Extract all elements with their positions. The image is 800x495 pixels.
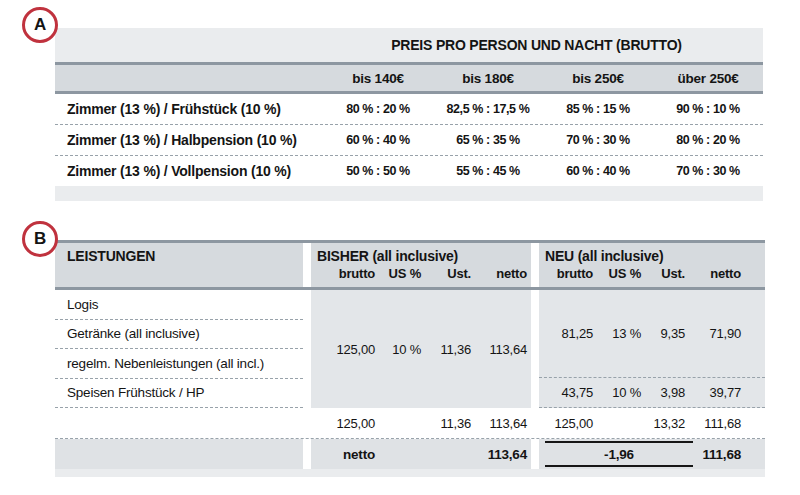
neu-speisen-us: 10 % <box>597 385 645 400</box>
column-gap <box>303 408 311 438</box>
cell-value: 65 % : 35 % <box>433 133 543 147</box>
column-gap <box>303 439 311 469</box>
sum-neu-ust: 13,32 <box>645 416 689 431</box>
col-header-leistungen: LEISTUNGEN <box>55 243 303 287</box>
cell-value: 90 % : 10 % <box>653 102 763 116</box>
bisher-ust: 11,36 <box>425 342 475 357</box>
cell-value: 60 % : 40 % <box>323 133 433 147</box>
cell-value: 82,5 % : 17,5 % <box>433 102 543 116</box>
cell-value: 80 % : 20 % <box>653 133 763 147</box>
final-empty <box>379 447 425 462</box>
bisher-netto: 113,64 <box>475 342 531 357</box>
sum-neu: 125,00 13,32 111,68 <box>539 408 765 438</box>
neu-speisen-netto: 39,77 <box>689 385 745 400</box>
sum-neu-us <box>597 416 645 431</box>
subcol-brutto: brutto <box>311 266 379 281</box>
service-row-speisen: Speisen Frühstück / HP <box>55 379 303 409</box>
column-gap <box>531 290 539 408</box>
sum-neu-netto: 111,68 <box>689 416 745 431</box>
cell-value: 60 % : 40 % <box>543 164 653 178</box>
neu-us: 13 % <box>597 326 645 341</box>
table-a-col-header-1: bis 140€ <box>323 71 433 86</box>
subcol-ust: Ust. <box>425 266 475 281</box>
row-label: Zimmer (13 %) / Halbpension (10 %) <box>55 132 323 148</box>
col-group-bisher: BISHER (all inclusive) brutto US % Ust. … <box>311 243 531 287</box>
label-badge-a: A <box>22 7 58 43</box>
service-row-logis: Logis <box>55 290 303 320</box>
subcol-us: US % <box>379 266 425 281</box>
service-labels: Logis Getränke (all inclusive) regelm. N… <box>55 290 303 408</box>
table-a-body: Zimmer (13 %) / Frühstück (10 %) 80 % : … <box>55 94 763 186</box>
table-a: PREIS PRO PERSON UND NACHT (BRUTTO) bis … <box>55 28 763 201</box>
final-neu: -1,96 111,68 <box>539 439 765 469</box>
neu-cells: 81,25 13 % 9,35 71,90 43,75 10 % 3,98 39… <box>539 290 765 408</box>
cell-value: 70 % : 30 % <box>653 164 763 178</box>
final-bisher: netto 113,64 <box>311 439 531 469</box>
bisher-merged-cell: 125,00 10 % 11,36 113,64 <box>311 290 531 408</box>
sum-bisher-netto: 113,64 <box>475 416 531 431</box>
service-row-nebenleistungen: regelm. Nebenleistungen (all incl.) <box>55 349 303 379</box>
cell-value: 55 % : 45 % <box>433 164 543 178</box>
neu-speisen-ust: 3,98 <box>645 385 689 400</box>
final-label-cell <box>55 439 303 469</box>
final-bisher-netto: 113,64 <box>475 447 531 462</box>
table-a-col-header-4: über 250€ <box>653 71 763 86</box>
neu-merged-cell: 81,25 13 % 9,35 71,90 <box>539 290 765 378</box>
subcol-us: US % <box>597 266 645 281</box>
subcol-brutto: brutto <box>539 266 597 281</box>
sum-row: 125,00 11,36 113,64 125,00 13,32 111,68 <box>55 408 765 439</box>
sum-row-label-cell <box>55 408 303 438</box>
bisher-us: 10 % <box>379 342 425 357</box>
table-b-header-row: LEISTUNGEN BISHER (all inclusive) brutto… <box>55 240 765 290</box>
label-badge-b: B <box>22 221 58 257</box>
column-gap <box>303 290 311 408</box>
cell-value: 80 % : 20 % <box>323 102 433 116</box>
neu-subheaders: brutto US % Ust. netto <box>539 266 745 281</box>
table-a-title: PREIS PRO PERSON UND NACHT (BRUTTO) <box>55 28 763 62</box>
table-a-col-header-3: bis 250€ <box>543 71 653 86</box>
neu-speisen-brutto: 43,75 <box>539 385 597 400</box>
netto-result-row: netto 113,64 -1,96 111,68 <box>55 439 765 469</box>
bisher-brutto: 125,00 <box>311 342 379 357</box>
final-neu-netto: 111,68 <box>693 447 765 462</box>
table-a-col-header-2: bis 180€ <box>433 71 543 86</box>
column-gap <box>303 243 311 287</box>
sum-bisher: 125,00 11,36 113,64 <box>311 408 531 438</box>
column-gap <box>531 408 539 438</box>
table-b: LEISTUNGEN BISHER (all inclusive) brutto… <box>55 240 765 477</box>
sum-bisher-us <box>379 416 425 431</box>
neu-netto: 71,90 <box>689 326 745 341</box>
neu-ust: 9,35 <box>645 326 689 341</box>
neu-brutto: 81,25 <box>539 326 597 341</box>
table-row: Zimmer (13 %) / Halbpension (10 %) 60 % … <box>55 125 763 156</box>
subcol-netto: netto <box>475 266 531 281</box>
table-a-header-row: bis 140€ bis 180€ bis 250€ über 250€ <box>55 62 763 94</box>
bisher-subheaders: brutto US % Ust. netto <box>311 266 531 281</box>
column-gap <box>531 439 539 469</box>
sum-bisher-brutto: 125,00 <box>311 416 379 431</box>
cell-value: 50 % : 50 % <box>323 164 433 178</box>
subcol-netto: netto <box>689 266 745 281</box>
subcol-ust: Ust. <box>645 266 689 281</box>
col-group-neu: NEU (all inclusive) brutto US % Ust. net… <box>539 243 765 287</box>
table-row: Zimmer (13 %) / Frühstück (10 %) 80 % : … <box>55 94 763 125</box>
final-netto-label: netto <box>311 447 379 462</box>
neu-title: NEU (all inclusive) <box>539 248 765 264</box>
bisher-title: BISHER (all inclusive) <box>311 248 531 264</box>
sum-neu-brutto: 125,00 <box>539 416 597 431</box>
row-label: Zimmer (13 %) / Frühstück (10 %) <box>55 101 323 117</box>
column-gap <box>531 243 539 287</box>
final-empty <box>425 447 475 462</box>
sum-bisher-ust: 11,36 <box>425 416 475 431</box>
row-label: Zimmer (13 %) / Vollpension (10 %) <box>55 163 323 179</box>
neu-difference-value: -1,96 <box>545 441 693 467</box>
table-row: Zimmer (13 %) / Vollpension (10 %) 50 % … <box>55 156 763 186</box>
table-b-data-area: Logis Getränke (all inclusive) regelm. N… <box>55 290 765 408</box>
neu-speisen-cell: 43,75 10 % 3,98 39,77 <box>539 378 765 408</box>
cell-value: 85 % : 15 % <box>543 102 653 116</box>
cell-value: 70 % : 30 % <box>543 133 653 147</box>
service-row-getraenke: Getränke (all inclusive) <box>55 320 303 350</box>
